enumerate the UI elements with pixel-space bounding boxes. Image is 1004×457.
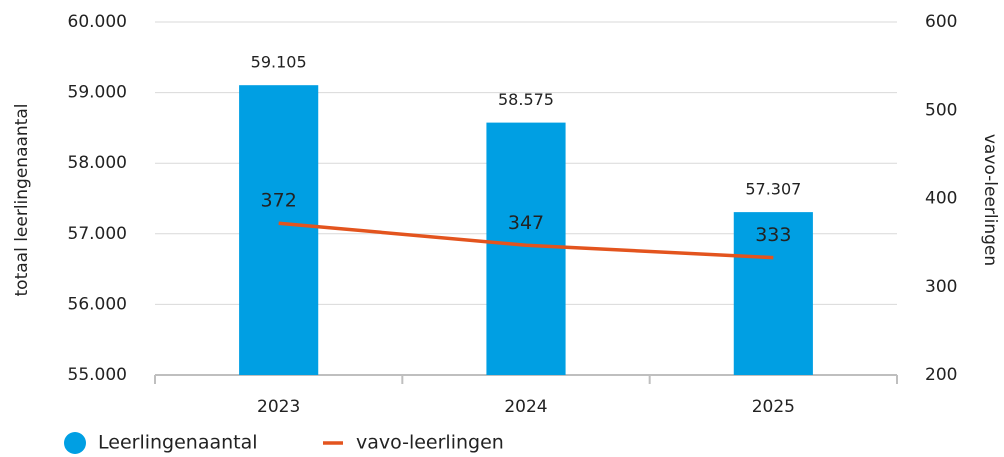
line [278,221,774,260]
legend-label: Leerlingenaantal [98,432,258,454]
line-value-label: 372 [261,190,297,212]
y-tick-label: 55.000 [68,365,127,385]
legend-label: vavo-leerlingen [356,432,504,454]
y-tick-label: 58.000 [68,153,127,173]
y2-axis-title: vavo-leerlingen [980,134,1000,266]
x-tick-label: 2024 [504,397,547,417]
bar [486,122,566,375]
bar-value-label: 58.575 [498,90,554,109]
y2-tick-label: 400 [925,189,957,209]
y2-tick-label: 300 [925,277,957,297]
y-tick-label: 56.000 [68,294,127,314]
bar-value-label: 57.307 [745,180,801,199]
legend-swatch [64,432,86,454]
bar-value-label: 59.105 [251,53,307,72]
y2-tick-label: 500 [925,100,957,120]
y2-tick-label: 600 [925,12,957,32]
bar [733,212,813,375]
line-value-label: 333 [755,224,791,246]
y-axis-title: totaal leerlingenaantal [12,104,32,297]
line-value-label: 347 [508,212,544,234]
y-tick-label: 60.000 [68,12,127,32]
x-tick-label: 2025 [752,397,795,417]
y2-tick-label: 200 [925,365,957,385]
bar [239,85,319,375]
x-tick-label: 2023 [257,397,300,417]
y-tick-label: 57.000 [68,224,127,244]
y-tick-label: 59.000 [68,83,127,103]
